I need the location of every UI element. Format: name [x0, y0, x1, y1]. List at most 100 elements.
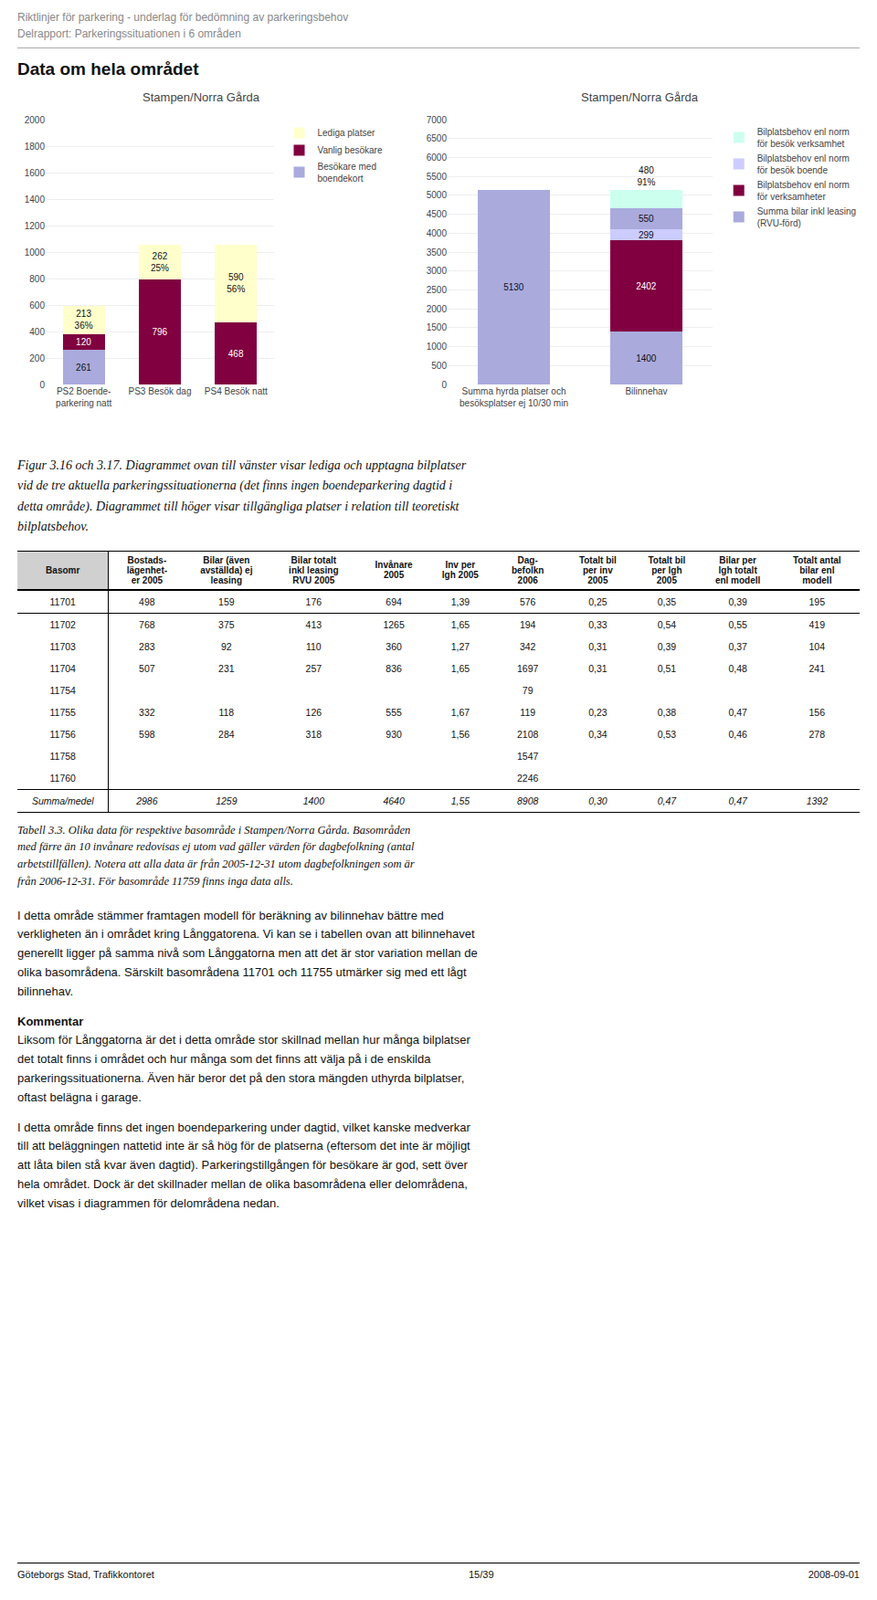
svg-text:Besökare medboendekort: Besökare medboendekort: [317, 161, 377, 184]
html-text:576: 576: [519, 596, 536, 608]
svg-text:Summa bilar inkl leasing(RVU-f: Summa bilar inkl leasing(RVU-förd): [757, 206, 856, 229]
svg-text:3000: 3000: [426, 265, 448, 276]
html-text:360: 360: [385, 640, 402, 652]
html-text:I detta område stämmer framtag: I detta område stämmer framtagen modell …: [17, 908, 478, 999]
svg-text:1200: 1200: [24, 221, 46, 232]
svg-text:1000: 1000: [24, 247, 46, 258]
svg-text:Stampen/Norra Gårda: Stampen/Norra Gårda: [581, 90, 699, 105]
svg-text:59056%: 59056%: [226, 272, 245, 295]
svg-text:5130: 5130: [503, 282, 525, 293]
html-text:195: 195: [808, 596, 826, 608]
html-text:0,25: 0,25: [588, 596, 608, 608]
svg-text:48091%: 48091%: [636, 165, 656, 188]
svg-text:400: 400: [29, 327, 45, 338]
svg-text:299: 299: [638, 230, 655, 241]
svg-text:2000: 2000: [24, 115, 46, 126]
html-text:283: 283: [138, 640, 155, 652]
html-text:110: 110: [306, 640, 322, 652]
svg-text:1400: 1400: [635, 353, 657, 364]
svg-text:0: 0: [441, 380, 447, 391]
html-text:Bostads- lägenhet- er 2005: Bostads- lägenhet- er 2005: [126, 555, 168, 586]
svg-text:1400: 1400: [24, 194, 46, 205]
svg-text:468: 468: [228, 348, 244, 360]
html-text:Figur 3.16 och 3.17. Diagramme: Figur 3.16 och 3.17. Diagrammet ovan til…: [17, 458, 466, 534]
html-text:0,39: 0,39: [728, 596, 748, 608]
html-text:Dag- befolkn 2006: Dag- befolkn 2006: [511, 555, 545, 586]
svg-text:800: 800: [29, 274, 45, 285]
svg-text:5500: 5500: [426, 171, 448, 182]
html-text:1,27: 1,27: [450, 640, 470, 652]
svg-text:PS2 Boende-parkering natt: PS2 Boende-parkering natt: [55, 386, 112, 409]
html-text:1697: 1697: [517, 662, 539, 674]
html-text:257: 257: [305, 662, 322, 674]
html-text:Totalt bil per lgh 2005: Totalt bil per lgh 2005: [648, 555, 686, 586]
html-text:Riktlinjer för parkering - und: Riktlinjer för parkering - underlag för …: [17, 10, 349, 24]
html-text:498: 498: [138, 596, 155, 608]
html-text:Liksom för Långgatorna är det: Liksom för Långgatorna är det i detta om…: [17, 1033, 471, 1105]
html-text:11701: 11701: [49, 596, 76, 608]
html-text:104: 104: [808, 640, 826, 652]
svg-text:21336%: 21336%: [74, 308, 94, 331]
svg-text:1000: 1000: [426, 341, 448, 352]
html-text:1,65: 1,65: [450, 662, 470, 674]
svg-text:500: 500: [431, 360, 447, 371]
html-text:Bilar totalt inkl leasing RVU: Bilar totalt inkl leasing RVU 2005: [288, 555, 339, 586]
svg-text:PS4 Besök natt: PS4 Besök natt: [204, 386, 268, 397]
html-text:Totalt antal bilar enl modell: Totalt antal bilar enl modell: [792, 555, 842, 586]
html-text:0,37: 0,37: [728, 640, 748, 652]
svg-text:1800: 1800: [24, 141, 46, 152]
html-text:231: 231: [218, 662, 235, 674]
html-text:507: 507: [138, 662, 155, 674]
html-text:0,31: 0,31: [588, 640, 608, 652]
svg-text:Lediga platser: Lediga platser: [317, 127, 376, 138]
svg-text:Bilinnehav: Bilinnehav: [624, 386, 667, 397]
svg-text:6500: 6500: [426, 133, 448, 144]
svg-text:796: 796: [151, 327, 168, 338]
svg-text:200: 200: [29, 353, 45, 364]
html-text:Inv per lgh 2005: Inv per lgh 2005: [441, 560, 479, 581]
svg-text:Summa hyrda platser ochbesöksp: Summa hyrda platser ochbesöksplatser ej …: [459, 386, 569, 409]
svg-text:6000: 6000: [426, 152, 448, 163]
html-text:Bilar per lgh totalt enl model: Bilar per lgh totalt enl modell: [715, 555, 761, 586]
svg-text:Stampen/Norra Gårda: Stampen/Norra Gårda: [142, 90, 261, 105]
svg-text:Bilplatsbehov enl normför besö: Bilplatsbehov enl normför besök boende: [757, 153, 850, 176]
svg-text:2402: 2402: [635, 281, 657, 292]
svg-text:120: 120: [75, 337, 92, 348]
html-text:11703: 11703: [49, 640, 76, 652]
html-text:1,39: 1,39: [450, 596, 470, 608]
svg-text:261: 261: [75, 362, 92, 373]
svg-text:3500: 3500: [426, 247, 448, 258]
svg-text:Vanlig besökare: Vanlig besökare: [317, 145, 383, 156]
svg-text:1500: 1500: [426, 322, 448, 333]
html-text:Bilar (även avställda) ej leas: Bilar (även avställda) ej leasing: [200, 555, 253, 586]
svg-text:2000: 2000: [426, 304, 448, 315]
svg-text:4000: 4000: [426, 228, 448, 239]
svg-text:26225%: 26225%: [150, 251, 170, 274]
html-text:Delrapport: Parkeringssituatio: Delrapport: Parkeringssituationen i 6 om…: [17, 27, 241, 41]
svg-text:7000: 7000: [426, 115, 448, 126]
html-text:Invånare 2005: Invånare 2005: [375, 560, 413, 581]
svg-text:PS3 Besök dag: PS3 Besök dag: [128, 386, 192, 397]
svg-text:4500: 4500: [426, 209, 448, 220]
html-text:Tabell 3.3. Olika data för res: Tabell 3.3. Olika data för respektive ba…: [17, 823, 415, 888]
html-text:Data om hela området: Data om hela området: [17, 59, 199, 79]
svg-text:550: 550: [638, 213, 655, 224]
svg-text:Bilplatsbehov enl normför besö: Bilplatsbehov enl normför besök verksamh…: [757, 126, 850, 149]
html-text:Totalt bil per inv 2005: Totalt bil per inv 2005: [579, 555, 617, 586]
svg-text:Bilplatsbehov enl normför verk: Bilplatsbehov enl normför verksamheter: [757, 179, 850, 202]
html-text:0,39: 0,39: [657, 640, 677, 652]
html-text:I detta område finns det ingen: I detta område finns det ingen boendepar…: [17, 1120, 471, 1211]
html-text:Kommentar: Kommentar: [17, 1014, 84, 1029]
svg-text:2500: 2500: [426, 285, 448, 296]
svg-text:0: 0: [39, 380, 45, 391]
html-text:0,35: 0,35: [657, 596, 677, 608]
svg-text:5000: 5000: [426, 190, 448, 201]
html-text:694: 694: [385, 596, 402, 608]
svg-text:600: 600: [29, 300, 45, 311]
html-text:176: 176: [305, 596, 322, 608]
html-text:11704: 11704: [49, 662, 76, 674]
html-text:836: 836: [385, 662, 402, 674]
svg-text:1600: 1600: [24, 168, 46, 179]
html-text:342: 342: [519, 640, 536, 652]
html-text:159: 159: [218, 596, 235, 608]
